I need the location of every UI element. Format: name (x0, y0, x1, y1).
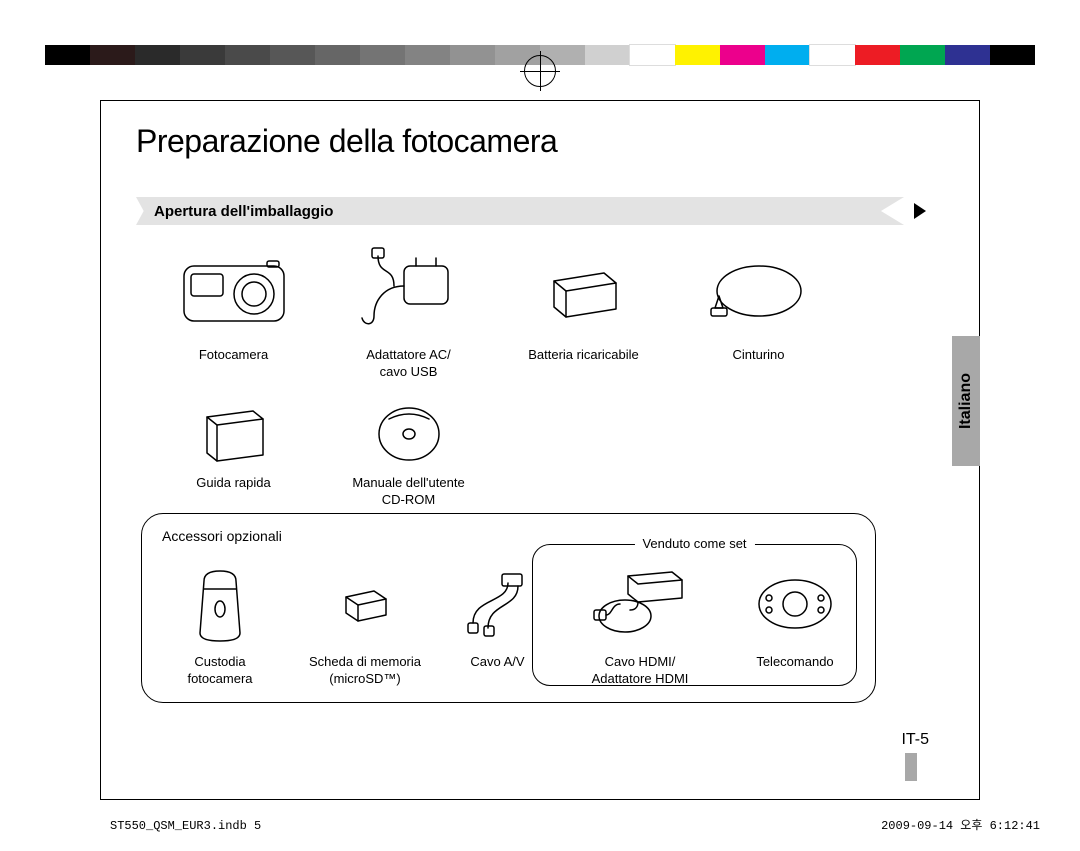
item-label: Cavo A/V (470, 654, 524, 671)
camera-icon (179, 241, 289, 341)
color-swatch (450, 45, 495, 65)
color-swatch (225, 45, 270, 65)
color-swatch (765, 45, 810, 65)
optional-items-row: Custodia fotocamera Scheda di memoria (mi… (150, 558, 870, 688)
battery-icon (544, 241, 624, 341)
language-label: Italiano (957, 373, 975, 429)
section-ribbon: Apertura dell'imballaggio (136, 197, 926, 225)
optional-title: Accessori opzionali (162, 528, 282, 544)
strap-icon (709, 241, 809, 341)
color-swatch (945, 45, 990, 65)
item-label: Cavo HDMI/ Adattatore HDMI (592, 654, 689, 688)
color-swatch (180, 45, 225, 65)
remote-icon (755, 558, 835, 648)
item-remote: Telecomando (725, 558, 865, 688)
hdmi-icon (590, 558, 690, 648)
print-color-bar (0, 25, 1080, 85)
page-frame: Preparazione della fotocamera Apertura d… (100, 100, 980, 800)
color-swatch (720, 45, 765, 65)
item-case: Custodia fotocamera (150, 558, 290, 688)
color-swatch (810, 45, 855, 65)
color-swatch (900, 45, 945, 65)
item-av-cable: Cavo A/V (440, 558, 555, 688)
color-swatch (270, 45, 315, 65)
color-swatch (630, 45, 675, 65)
included-items-row-1: Fotocamera Adattatore AC/ cavo USB Batteri… (146, 241, 846, 381)
language-tab: Italiano (952, 336, 980, 466)
microsd-icon (338, 558, 393, 648)
av-cable-icon (458, 558, 538, 648)
color-swatch (990, 45, 1035, 65)
color-swatch (315, 45, 360, 65)
color-swatch (405, 45, 450, 65)
footer-timestamp: 2009-09-14 오후 6:12:41 (881, 816, 1040, 833)
section-heading: Apertura dell'imballaggio (136, 197, 904, 225)
optional-accessories-box: Accessori opzionali Venduto come set Cus… (141, 513, 876, 703)
item-booklet: Guida rapida (146, 399, 321, 509)
color-swatch (855, 45, 900, 65)
chevron-right-icon (914, 203, 926, 219)
included-items-row-2: Guida rapida Manuale dell'utente CD-ROM (146, 399, 496, 509)
item-microsd: Scheda di memoria (microSD™) (290, 558, 440, 688)
page-number-marker (905, 753, 917, 781)
cdrom-icon (374, 399, 444, 469)
color-swatch (585, 45, 630, 65)
color-swatch (360, 45, 405, 65)
registration-mark (524, 55, 556, 87)
item-hdmi: Cavo HDMI/ Adattatore HDMI (555, 558, 725, 688)
item-label: Scheda di memoria (microSD™) (309, 654, 421, 688)
page-title: Preparazione della fotocamera (136, 123, 557, 160)
booklet-icon (199, 399, 269, 469)
item-cdrom: Manuale dell'utente CD-ROM (321, 399, 496, 509)
item-strap: Cinturino (671, 241, 846, 381)
item-label: Telecomando (756, 654, 833, 671)
item-label: Manuale dell'utente CD-ROM (352, 475, 464, 509)
color-swatch (135, 45, 180, 65)
item-label: Adattatore AC/ cavo USB (366, 347, 451, 381)
item-ac-adapter: Adattatore AC/ cavo USB (321, 241, 496, 381)
item-label: Guida rapida (196, 475, 270, 492)
item-camera: Fotocamera (146, 241, 321, 381)
page-number: IT-5 (901, 731, 929, 749)
item-label: Custodia fotocamera (187, 654, 252, 688)
ac-adapter-icon (354, 241, 464, 341)
case-icon (190, 558, 250, 648)
item-label: Batteria ricaricabile (528, 347, 639, 364)
color-swatch (675, 45, 720, 65)
footer-file-info: ST550_QSM_EUR3.indb 5 (110, 819, 261, 833)
item-battery: Batteria ricaricabile (496, 241, 671, 381)
item-label: Cinturino (732, 347, 784, 364)
item-label: Fotocamera (199, 347, 268, 364)
set-title: Venduto come set (634, 536, 754, 551)
color-swatch (45, 45, 90, 65)
color-swatch (90, 45, 135, 65)
